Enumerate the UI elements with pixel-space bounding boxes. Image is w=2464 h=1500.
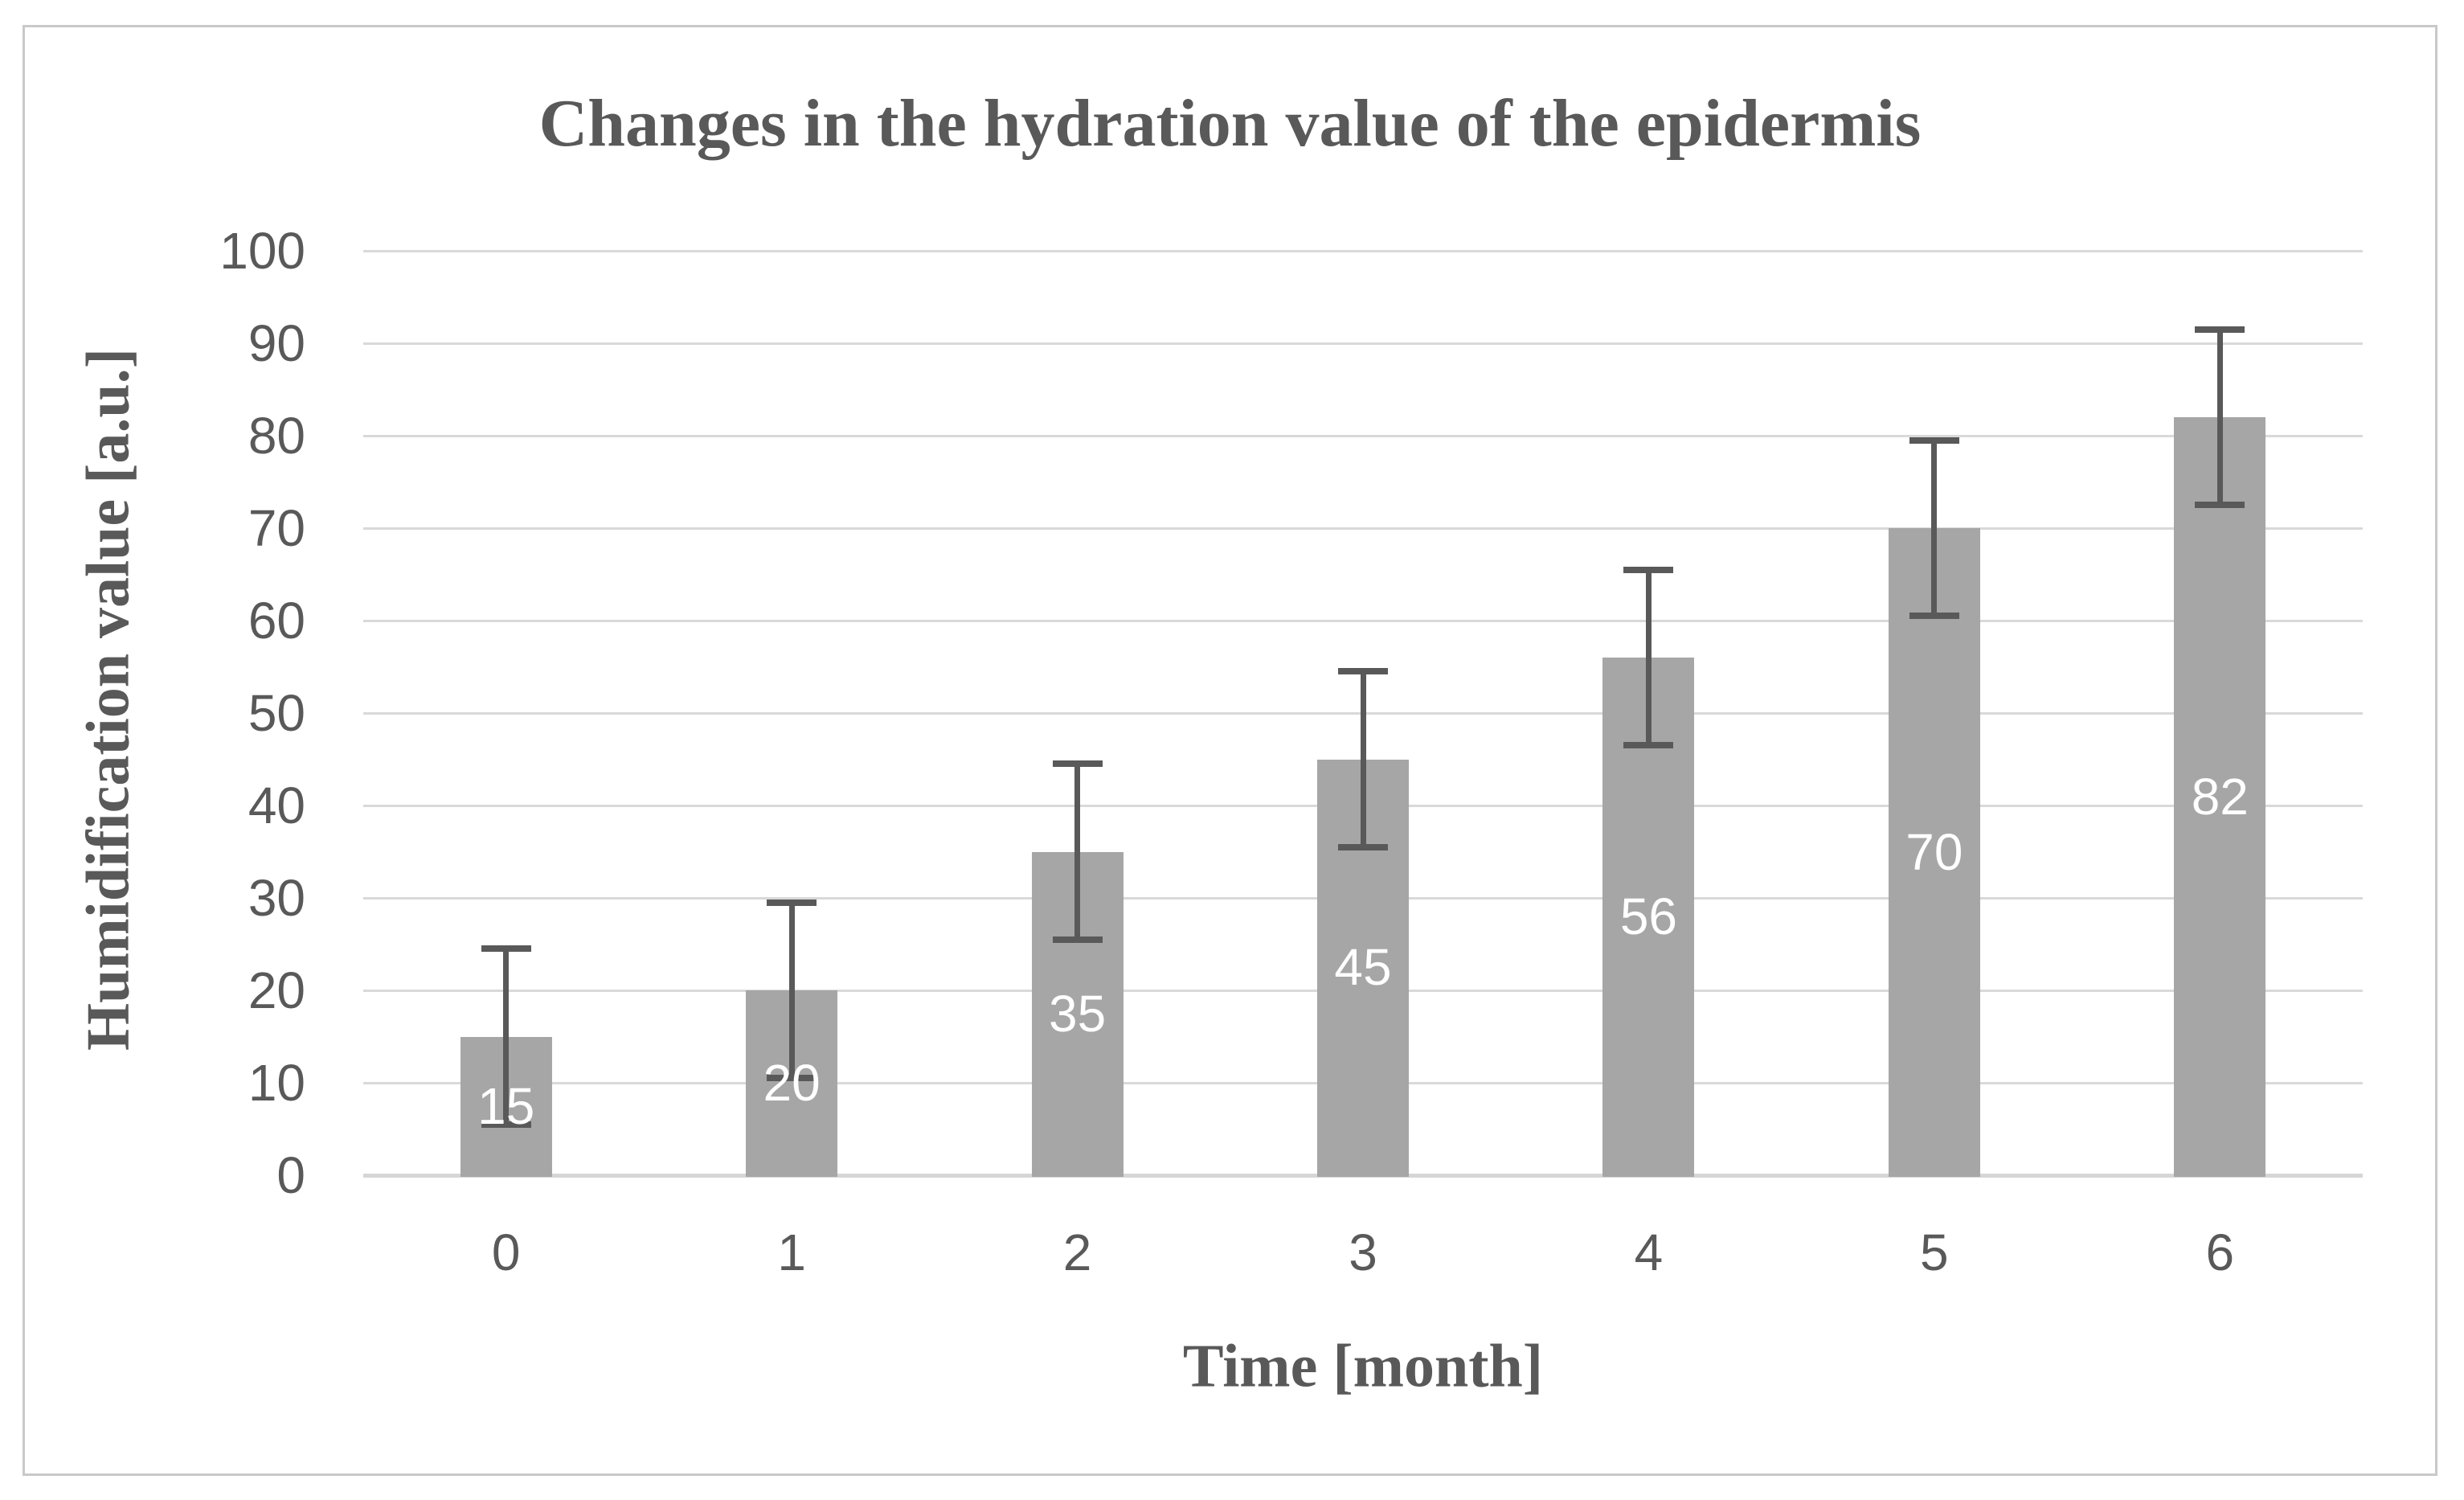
gridline [363, 435, 2363, 437]
y-tick-label: 80 [248, 407, 305, 465]
error-bar-bottom-cap [1052, 936, 1103, 943]
y-tick-label: 40 [248, 777, 305, 834]
chart-border-frame [23, 25, 2437, 1476]
x-tick-label: 2 [1062, 1223, 1092, 1281]
error-bar-bottom-cap [1338, 843, 1388, 850]
error-bar-line [503, 949, 510, 1125]
bar-value-label: 35 [1048, 984, 1107, 1043]
chart-title: Changes in the hydration value of the ep… [538, 86, 1922, 161]
error-bar-top-cap [1909, 436, 1959, 444]
error-bar-top-cap [1338, 668, 1388, 675]
error-bar-top-cap [2195, 326, 2245, 333]
error-bar-line [2216, 329, 2223, 506]
bar-value-label: 56 [1619, 887, 1678, 945]
y-tick-label: 100 [219, 222, 305, 280]
bar [2174, 417, 2266, 1177]
gridline [363, 620, 2363, 622]
x-axis-title: Time [month] [1182, 1332, 1544, 1400]
error-bar-line [1360, 671, 1366, 847]
x-tick-label: 0 [491, 1223, 521, 1281]
error-bar-bottom-cap [1909, 613, 1959, 620]
error-bar-top-cap [1052, 760, 1103, 768]
bar-value-label: 20 [763, 1054, 821, 1112]
y-tick-label: 60 [248, 592, 305, 650]
x-tick-label: 1 [777, 1223, 806, 1281]
y-tick-label: 10 [248, 1054, 305, 1112]
error-bar-bottom-cap [2195, 502, 2245, 509]
error-bar-bottom-cap [1623, 742, 1674, 749]
error-bar-bottom-cap [481, 1121, 531, 1128]
bar [1888, 528, 1980, 1177]
error-bar-line [1931, 440, 1938, 617]
bar-value-label: 15 [477, 1076, 535, 1135]
gridline [363, 250, 2363, 252]
error-bar-top-cap [481, 945, 531, 953]
error-bar-top-cap [767, 899, 817, 906]
y-tick-label: 70 [248, 499, 305, 557]
x-tick-label: 5 [1920, 1223, 1949, 1281]
x-tick-label: 4 [1634, 1223, 1664, 1281]
y-tick-label: 30 [248, 869, 305, 927]
y-tick-label: 50 [248, 684, 305, 742]
gridline [363, 527, 2363, 530]
bar-value-label: 70 [1905, 822, 1963, 881]
error-bar-bottom-cap [767, 1075, 817, 1082]
error-bar-line [788, 902, 795, 1079]
bar-value-label: 45 [1334, 938, 1392, 997]
error-bar-line [1645, 569, 1652, 746]
y-tick-label: 90 [248, 314, 305, 372]
x-tick-label: 6 [2205, 1223, 2235, 1281]
y-tick-label: 20 [248, 961, 305, 1019]
error-bar-line [1074, 764, 1081, 940]
gridline [363, 342, 2363, 345]
bar-value-label: 82 [2191, 767, 2249, 826]
x-tick-label: 3 [1349, 1223, 1377, 1281]
y-tick-label: 0 [276, 1146, 305, 1204]
error-bar-top-cap [1623, 566, 1674, 573]
